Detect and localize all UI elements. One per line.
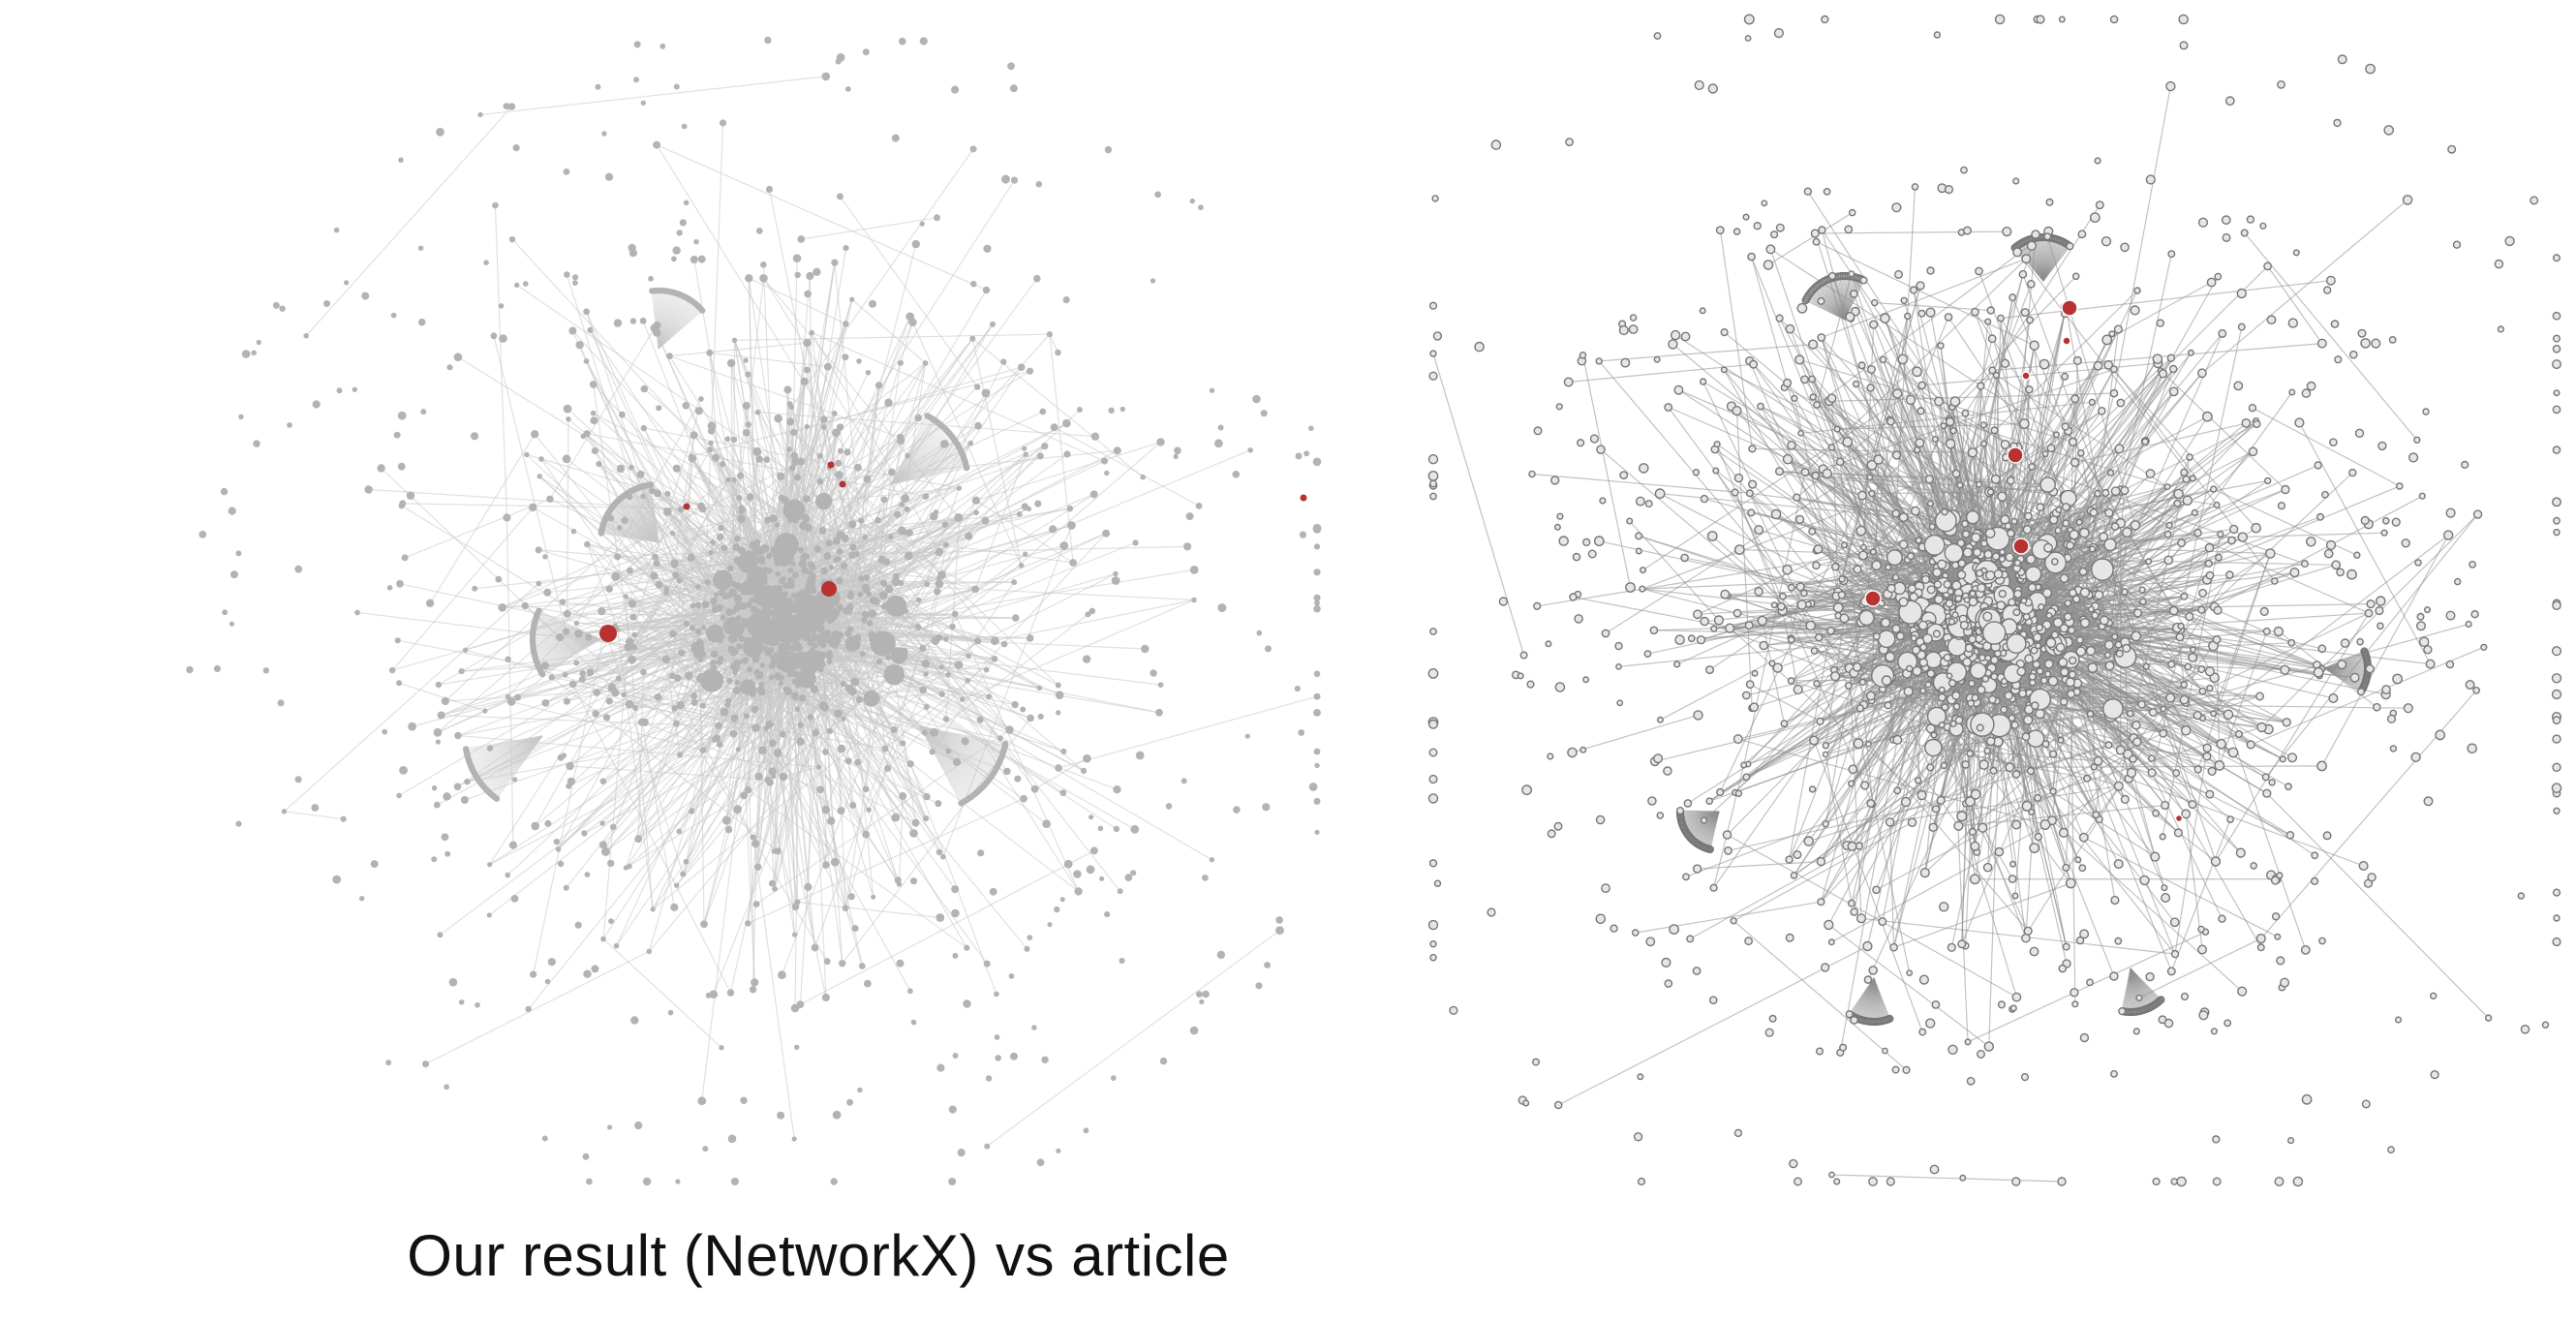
highlight-node [2007, 446, 2024, 464]
highlight-node [821, 581, 837, 597]
figure-caption: Our result (NetworkX) vs article [407, 1223, 1230, 1288]
highlight-node [2174, 814, 2184, 823]
article-graph [1427, 14, 2562, 1187]
highlight-node [2021, 371, 2031, 381]
highlight-node [2012, 538, 2030, 555]
node-layer [186, 36, 1322, 1186]
node-layer [1427, 14, 2562, 1187]
highlight-node [827, 461, 835, 469]
highlight-node [599, 625, 617, 642]
highlight-node [683, 503, 690, 510]
highlight-node [839, 480, 846, 488]
highlight-node [1300, 494, 1307, 502]
highlight-node [2061, 299, 2078, 317]
highlight-node [1864, 590, 1882, 607]
highlight-node [2062, 336, 2071, 346]
networkx-result-graph [186, 36, 1322, 1186]
